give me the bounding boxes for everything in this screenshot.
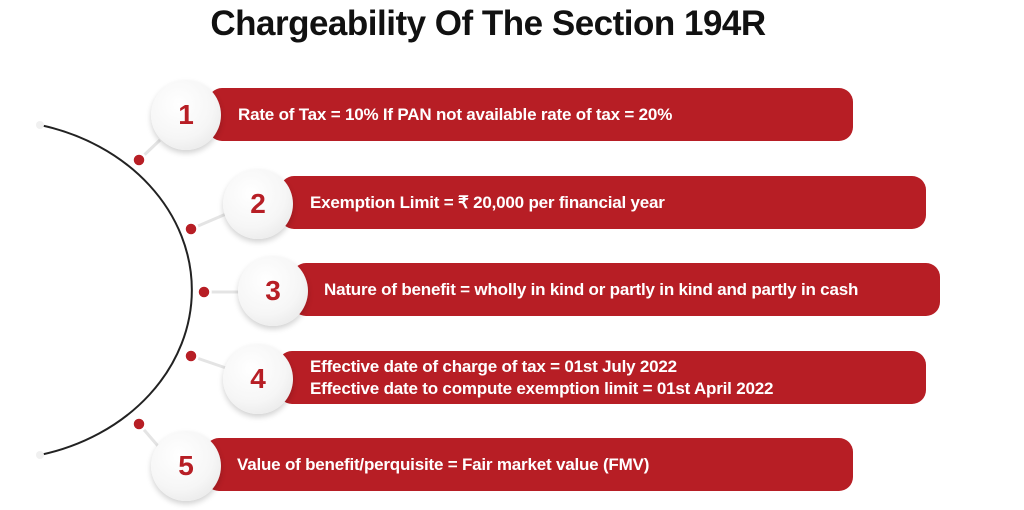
item-1-number-badge: 1 bbox=[151, 80, 221, 150]
item-1-text: Rate of Tax = 10% If PAN not available r… bbox=[238, 104, 673, 124]
item-3-bar: Nature of benefit = wholly in kind or pa… bbox=[292, 263, 940, 316]
item-4-text-line-2: Effective date to compute exemption limi… bbox=[310, 378, 774, 398]
item-2-number-badge: 2 bbox=[223, 169, 293, 239]
item-1-bar: Rate of Tax = 10% If PAN not available r… bbox=[208, 88, 853, 141]
item-3-text: Nature of benefit = wholly in kind or pa… bbox=[324, 279, 859, 299]
item-4-text-line-1: Effective date of charge of tax = 01st J… bbox=[310, 356, 677, 376]
item-4-bar: Effective date of charge of tax = 01st J… bbox=[278, 351, 926, 404]
item-3-number-badge: 3 bbox=[238, 256, 308, 326]
item-2-text: Exemption Limit = ₹ 20,000 per financial… bbox=[310, 192, 665, 212]
item-5-text: Value of benefit/perquisite = Fair marke… bbox=[237, 454, 650, 474]
item-5-number-badge: 5 bbox=[151, 431, 221, 501]
item-2-bar: Exemption Limit = ₹ 20,000 per financial… bbox=[280, 176, 926, 229]
item-5-bar: Value of benefit/perquisite = Fair marke… bbox=[205, 438, 853, 491]
item-4-number-badge: 4 bbox=[223, 344, 293, 414]
page-title: Chargeability Of The Section 194R bbox=[210, 4, 766, 43]
